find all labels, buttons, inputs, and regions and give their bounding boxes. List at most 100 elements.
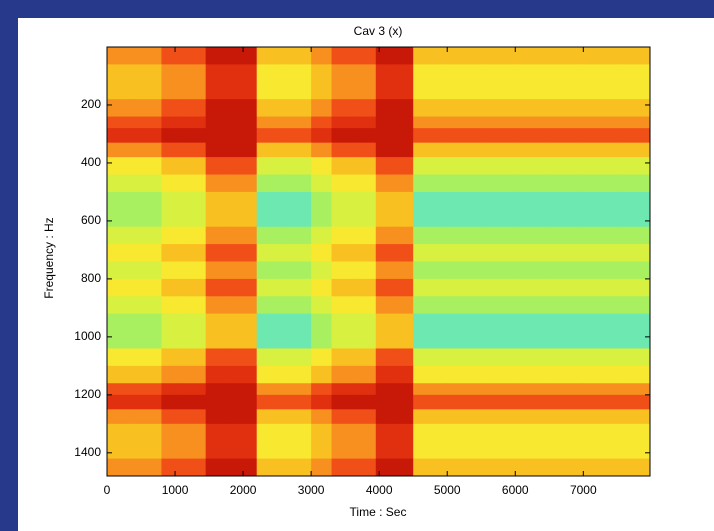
heat-cell bbox=[617, 365, 651, 384]
heat-cell bbox=[375, 81, 397, 100]
heat-cell bbox=[355, 441, 377, 460]
heat-cell bbox=[515, 261, 550, 280]
heat-cell bbox=[413, 365, 448, 384]
heat-cell bbox=[396, 142, 414, 158]
heat-cell bbox=[256, 99, 285, 118]
heat-cell bbox=[181, 81, 207, 100]
heat-cell bbox=[355, 313, 377, 332]
heat-cell bbox=[447, 331, 482, 349]
heat-cell bbox=[229, 409, 258, 425]
heat-cell bbox=[107, 81, 135, 100]
heat-cell bbox=[205, 423, 230, 442]
heat-cell bbox=[205, 261, 230, 280]
heat-cell bbox=[617, 278, 651, 297]
heat-cell bbox=[447, 296, 482, 315]
heat-cell bbox=[447, 383, 482, 396]
x-tick-label: 0 bbox=[104, 483, 111, 497]
heat-cell bbox=[283, 409, 312, 425]
heat-cell bbox=[549, 209, 584, 228]
heat-cell bbox=[617, 423, 651, 442]
heat-cell bbox=[396, 81, 414, 100]
heat-cell bbox=[617, 458, 651, 477]
heat-cell bbox=[413, 394, 448, 410]
heat-cell bbox=[413, 81, 448, 100]
heat-cell bbox=[447, 128, 482, 144]
heat-cell bbox=[331, 423, 356, 442]
heat-cell bbox=[107, 128, 135, 144]
heat-cell bbox=[283, 191, 312, 210]
heat-cell bbox=[481, 209, 516, 228]
heat-cell bbox=[515, 116, 550, 129]
x-tick-label: 7000 bbox=[570, 483, 597, 497]
heat-cell bbox=[617, 296, 651, 315]
heat-cell bbox=[583, 423, 618, 442]
heat-cell bbox=[331, 365, 356, 384]
heat-cell bbox=[413, 296, 448, 315]
heat-cell bbox=[583, 394, 618, 410]
heat-cell bbox=[549, 313, 584, 332]
heat-cell bbox=[515, 458, 550, 477]
heat-cell bbox=[256, 157, 285, 176]
heat-cell bbox=[375, 261, 397, 280]
heat-cell bbox=[549, 296, 584, 315]
heat-cell bbox=[375, 128, 397, 144]
heat-cell bbox=[583, 174, 618, 193]
heat-cell bbox=[256, 331, 285, 349]
heat-cell bbox=[355, 278, 377, 297]
heat-cell bbox=[283, 441, 312, 460]
heat-cell bbox=[134, 81, 162, 100]
heat-cell bbox=[161, 64, 183, 83]
heat-cell bbox=[161, 409, 183, 425]
heat-cell bbox=[229, 116, 258, 129]
heat-cell bbox=[413, 157, 448, 176]
heat-cell bbox=[447, 191, 482, 210]
heat-cell bbox=[413, 409, 448, 425]
heat-cell bbox=[515, 423, 550, 442]
heat-cell bbox=[447, 261, 482, 280]
heat-cell bbox=[617, 226, 651, 245]
heat-cell bbox=[583, 458, 618, 477]
x-tick-label: 6000 bbox=[502, 483, 529, 497]
heat-cell bbox=[161, 313, 183, 332]
heat-cell bbox=[617, 209, 651, 228]
heat-cell bbox=[311, 142, 333, 158]
heat-cell bbox=[283, 142, 312, 158]
heat-cell bbox=[283, 348, 312, 367]
heat-cell bbox=[311, 458, 333, 477]
heat-cell bbox=[549, 157, 584, 176]
heat-cell bbox=[549, 278, 584, 297]
heat-cell bbox=[161, 331, 183, 349]
heat-cell bbox=[447, 313, 482, 332]
heat-cell bbox=[583, 365, 618, 384]
heat-cell bbox=[161, 142, 183, 158]
heat-cell bbox=[515, 441, 550, 460]
heat-cell bbox=[311, 209, 333, 228]
heat-cell bbox=[134, 128, 162, 144]
heat-cell bbox=[229, 191, 258, 210]
heat-cell bbox=[205, 64, 230, 83]
heat-cell bbox=[396, 331, 414, 349]
heat-cell bbox=[134, 458, 162, 477]
heat-cell bbox=[583, 128, 618, 144]
heat-cell bbox=[134, 226, 162, 245]
heat-cell bbox=[583, 244, 618, 262]
heat-cell bbox=[256, 458, 285, 477]
heat-cell bbox=[481, 244, 516, 262]
heat-cell bbox=[375, 458, 397, 477]
heat-cell bbox=[515, 226, 550, 245]
heat-cell bbox=[161, 278, 183, 297]
heat-cell bbox=[617, 261, 651, 280]
heat-cell bbox=[413, 209, 448, 228]
heat-cell bbox=[375, 296, 397, 315]
heat-cell bbox=[283, 64, 312, 83]
heat-cell bbox=[481, 365, 516, 384]
heat-cell bbox=[375, 174, 397, 193]
heat-cell bbox=[481, 383, 516, 396]
heat-cell bbox=[107, 191, 135, 210]
heat-cell bbox=[583, 226, 618, 245]
heat-cell bbox=[256, 278, 285, 297]
heat-cell bbox=[413, 313, 448, 332]
heat-cell bbox=[515, 47, 550, 65]
heat-cell bbox=[375, 331, 397, 349]
